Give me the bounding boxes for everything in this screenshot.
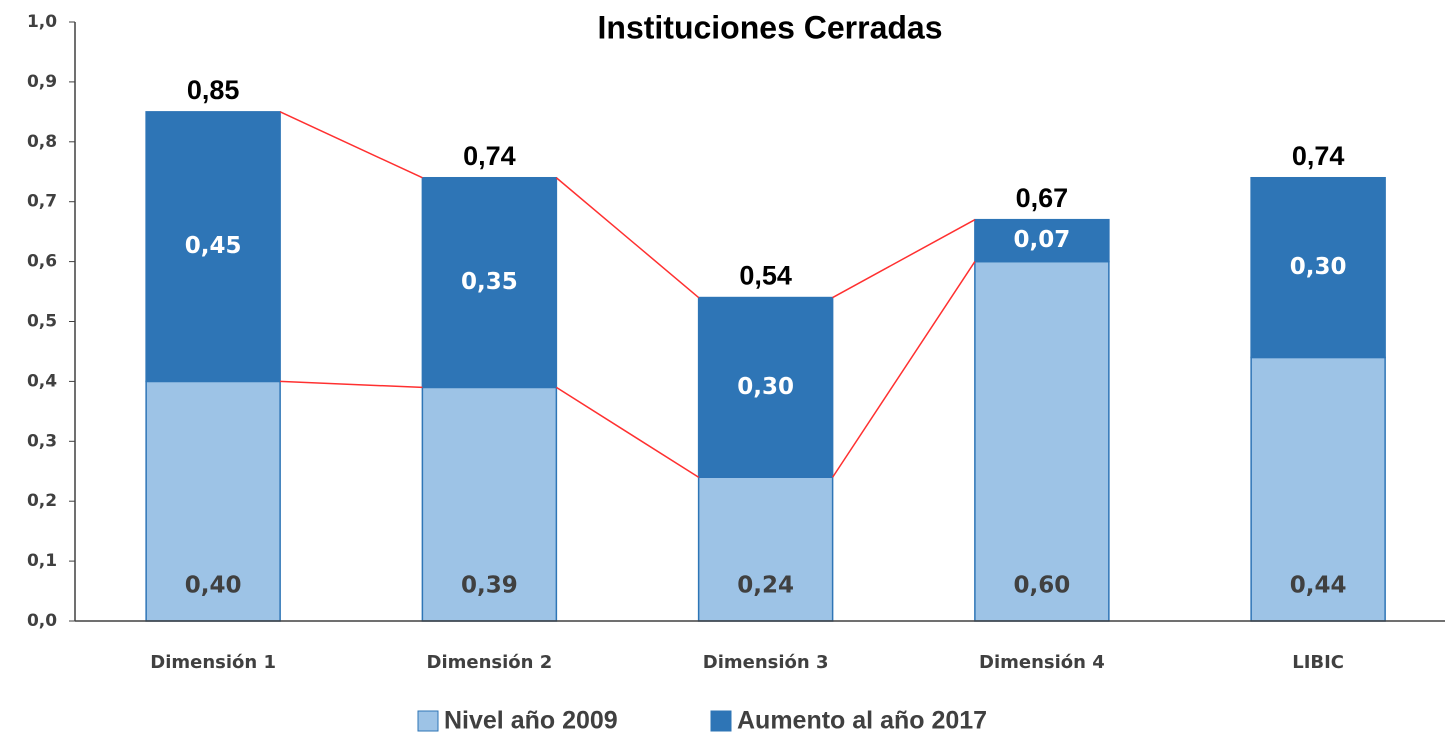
x-tick-label: LIBIC	[1292, 652, 1344, 673]
connector	[555, 386, 700, 478]
connector	[280, 380, 423, 389]
bar-segment	[145, 380, 281, 622]
segment-label: 0,35	[461, 269, 518, 295]
total-label: 0,67	[1016, 183, 1069, 213]
y-tick-label: 0,4	[27, 371, 57, 391]
y-tick-label: 0,3	[27, 431, 57, 451]
total-label: 0,85	[187, 75, 240, 105]
bar-segment	[697, 296, 834, 478]
y-tick-label: 0,1	[27, 551, 57, 571]
segment-label: 0,60	[1014, 573, 1071, 599]
y-tick-label: 1,0	[27, 12, 57, 32]
connector	[832, 219, 976, 299]
segment-label: 0,24	[737, 573, 794, 599]
x-tick-label: Dimensión 4	[979, 652, 1105, 673]
segment-label: 0,45	[185, 233, 242, 259]
segment-label: 0,30	[1290, 254, 1347, 280]
bar-segment	[145, 111, 281, 383]
total-label: 0,54	[739, 261, 792, 291]
legend-swatch	[417, 710, 439, 732]
y-tick-label: 0,0	[27, 611, 57, 631]
total-label: 0,74	[1292, 141, 1345, 171]
connector	[555, 177, 700, 299]
y-tick-label: 0,7	[27, 192, 57, 212]
y-tick-label: 0,2	[27, 491, 57, 511]
legend-label: Nivel año 2009	[444, 707, 618, 735]
bar-segment	[1250, 176, 1386, 359]
bar-segment	[974, 218, 1110, 263]
legend-label: Aumento al año 2017	[737, 707, 987, 735]
segment-label: 0,39	[461, 573, 518, 599]
bar-segment	[974, 260, 1110, 622]
y-tick-label: 0,9	[27, 72, 57, 92]
y-tick-label: 0,6	[27, 252, 57, 272]
segment-label: 0,07	[1014, 227, 1071, 253]
x-tick-label: Dimensión 1	[150, 652, 276, 673]
y-tick-label: 0,5	[27, 312, 57, 332]
segment-label: 0,30	[737, 374, 794, 400]
total-label: 0,74	[463, 141, 516, 171]
bar-segment	[1250, 356, 1386, 622]
bar-segment	[421, 386, 558, 622]
bar-segment	[697, 476, 834, 622]
y-tick-label: 0,8	[27, 132, 57, 152]
chart-title: Instituciones Cerradas	[598, 9, 943, 45]
segment-label: 0,44	[1290, 573, 1347, 599]
connector	[279, 111, 423, 179]
connector	[831, 261, 976, 478]
x-tick-label: Dimensión 2	[427, 652, 553, 673]
bar-segment	[421, 176, 558, 389]
legend-swatch	[710, 710, 732, 732]
segment-label: 0,40	[185, 573, 242, 599]
x-tick-label: Dimensión 3	[703, 652, 829, 673]
